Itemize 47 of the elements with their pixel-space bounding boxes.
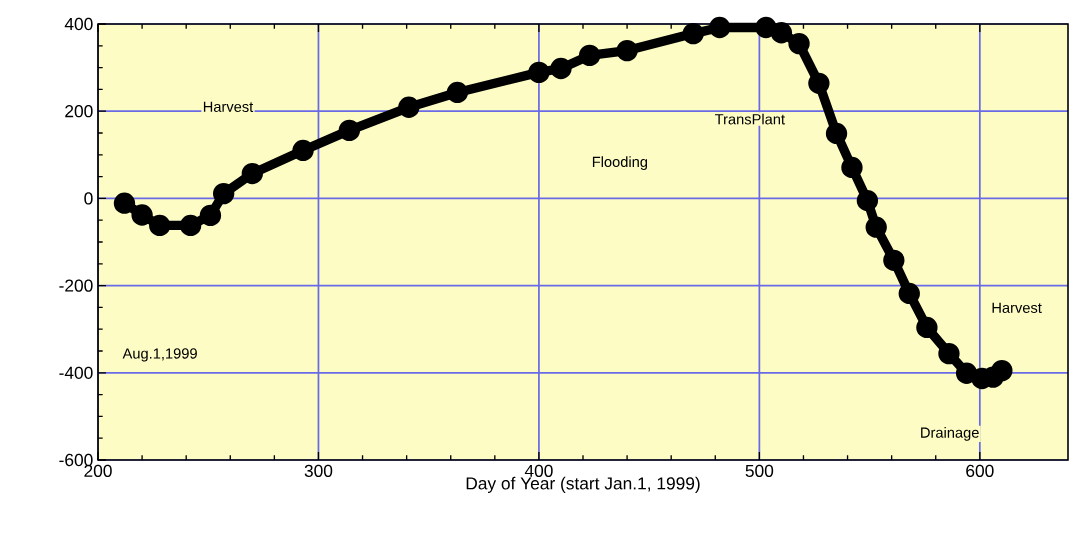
annotation: Harvest [992,302,1042,313]
point [578,44,601,67]
point [755,16,777,39]
point [616,39,638,62]
annotation: Aug.1,1999 [122,348,197,362]
point [825,122,848,145]
point [149,214,171,237]
y-tick-label: 200 [65,105,93,118]
annotation: Harvest [203,101,254,112]
point [131,204,153,226]
point [916,316,938,339]
point [865,216,887,238]
point [808,72,830,94]
y-tick-label: 400 [64,17,93,31]
point [938,342,960,365]
y-tick-label: 0 [84,192,93,205]
point [212,182,235,205]
y-tick-label: -200 [59,279,93,292]
point [528,61,550,84]
point [709,16,731,39]
point [770,22,793,44]
point [788,32,810,55]
point [113,192,136,214]
x-tick-label: 600 [966,464,994,477]
x-tick-label: 500 [745,464,774,477]
point [446,81,469,104]
point [179,214,202,237]
point [682,22,704,45]
point [856,189,879,212]
point [292,139,314,162]
y-tick-label: -400 [59,366,93,379]
point [898,282,920,305]
point [550,57,572,80]
annotation: Flooding [592,156,648,170]
point [991,359,1013,382]
x-tick-label: 400 [524,464,553,477]
x-axis-title: Day of Year (start Jan.1, 1999) [466,476,700,493]
point [398,96,420,118]
point [338,119,360,142]
point [883,249,905,271]
annotation: Drainage [921,427,979,441]
x-tick-label: 300 [304,464,333,477]
point [955,362,978,384]
point [841,156,863,179]
point [199,204,222,227]
annotation: TransPlant [714,113,785,125]
point [241,162,263,185]
